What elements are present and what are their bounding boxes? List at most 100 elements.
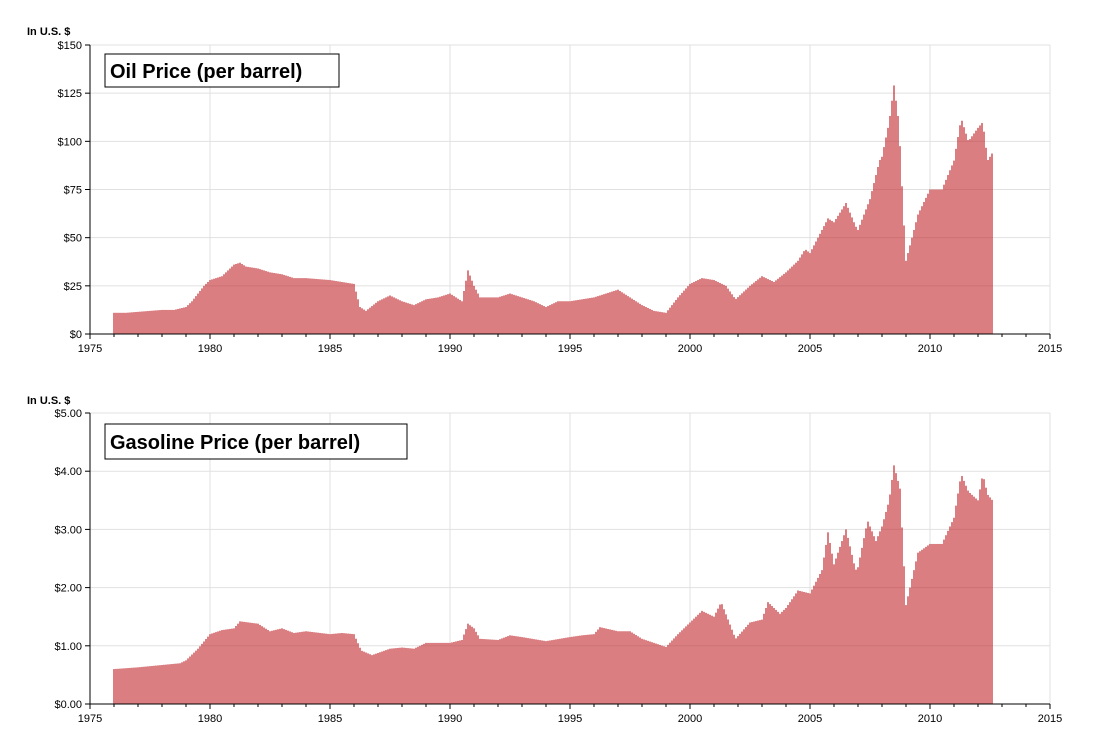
price-bar	[115, 668, 117, 704]
price-bar	[813, 245, 815, 334]
price-bar	[845, 529, 847, 704]
price-bar	[497, 639, 499, 704]
price-bar	[435, 297, 437, 334]
price-bar	[657, 311, 659, 334]
price-bar	[423, 643, 425, 704]
price-bar	[577, 299, 579, 334]
price-bar	[541, 640, 543, 704]
price-bar	[713, 616, 715, 704]
price-bar	[353, 283, 355, 334]
price-bar	[119, 668, 121, 704]
price-bar	[181, 307, 183, 334]
price-bar	[649, 308, 651, 334]
price-bar	[165, 664, 167, 704]
price-bar	[397, 299, 399, 334]
price-bar	[453, 296, 455, 334]
price-bar	[643, 306, 645, 334]
price-bar	[651, 642, 653, 704]
price-bar	[271, 272, 273, 334]
price-bar	[227, 629, 229, 704]
price-bar	[797, 590, 799, 704]
price-bar	[875, 175, 877, 334]
price-bar	[257, 623, 259, 704]
price-bar	[533, 639, 535, 704]
price-bar	[597, 629, 599, 704]
price-bar	[397, 647, 399, 704]
price-bar	[277, 629, 279, 704]
price-bar	[459, 640, 461, 704]
price-bar	[885, 511, 887, 704]
price-bar	[221, 276, 223, 334]
price-bar	[305, 278, 307, 334]
price-bar	[285, 629, 287, 704]
price-bar	[287, 276, 289, 334]
price-bar	[665, 646, 667, 704]
price-bar	[175, 663, 177, 704]
price-bar	[301, 278, 303, 334]
price-bar	[669, 642, 671, 704]
price-bar	[197, 648, 199, 704]
price-bar	[939, 543, 941, 704]
price-bar	[157, 665, 159, 704]
price-bar	[817, 237, 819, 334]
price-bar	[845, 202, 847, 334]
price-bar	[911, 578, 913, 704]
price-bar	[889, 494, 891, 704]
price-bar	[529, 638, 531, 704]
price-bar	[929, 189, 931, 334]
price-bar	[973, 496, 975, 704]
price-bar	[121, 668, 123, 704]
price-bar	[477, 293, 479, 334]
price-bar	[987, 494, 989, 704]
price-bar	[131, 312, 133, 334]
price-bar	[259, 624, 261, 704]
price-bar	[349, 633, 351, 704]
price-bar	[415, 304, 417, 334]
price-bar	[907, 253, 909, 334]
price-bar	[691, 620, 693, 704]
price-bar	[807, 592, 809, 704]
price-bar	[947, 175, 949, 334]
price-bar	[727, 288, 729, 334]
price-bar	[801, 591, 803, 704]
price-bar	[167, 309, 169, 334]
price-bar	[463, 290, 465, 334]
price-bar	[981, 478, 983, 704]
price-bar	[207, 636, 209, 704]
price-bar	[315, 632, 317, 704]
price-bar	[871, 191, 873, 334]
price-bar	[395, 298, 397, 334]
price-bar	[615, 290, 617, 334]
price-bar	[703, 611, 705, 704]
price-bar	[749, 622, 751, 704]
price-bar	[387, 296, 389, 334]
y-tick-label: $0.00	[54, 699, 82, 711]
price-bar	[371, 306, 373, 334]
price-bar	[695, 281, 697, 334]
price-bar	[123, 312, 125, 334]
price-bar	[465, 629, 467, 704]
price-bar	[959, 125, 961, 334]
price-bar	[263, 270, 265, 334]
price-bar	[535, 639, 537, 704]
price-bar	[119, 312, 121, 334]
price-bar	[613, 290, 615, 334]
price-bar	[707, 613, 709, 704]
price-bar	[347, 633, 349, 704]
price-bar	[689, 622, 691, 704]
price-bar	[869, 526, 871, 704]
price-bar	[237, 623, 239, 704]
price-bar	[837, 552, 839, 704]
price-bar	[735, 298, 737, 334]
price-bar	[319, 632, 321, 704]
price-bar	[725, 614, 727, 704]
price-bar	[793, 596, 795, 704]
price-bar	[527, 638, 529, 704]
price-bar	[133, 312, 135, 334]
price-bar	[135, 312, 137, 334]
price-bar	[639, 637, 641, 704]
price-bar	[637, 636, 639, 704]
chart-title: Oil Price (per barrel)	[110, 61, 302, 83]
price-bar	[903, 566, 905, 704]
